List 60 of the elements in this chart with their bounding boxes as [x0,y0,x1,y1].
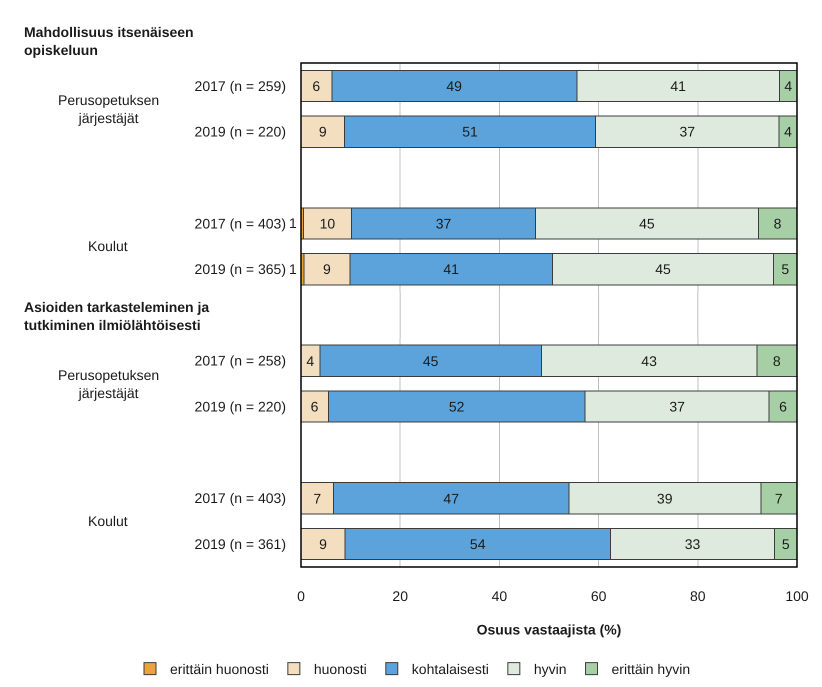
data-label: 1 [289,261,297,277]
text: Koulut [88,238,128,254]
data-label: 37 [669,398,686,415]
data-label: 49 [446,78,462,94]
text: Perusopetuksen järjestäjät [58,367,160,402]
data-label: 10 [320,215,336,232]
x-tick-label: 0 [297,588,306,604]
x-tick-label: 60 [590,588,607,604]
x-axis-title: Osuus vastaajista (%) [476,621,622,638]
data-label: 7 [313,490,322,506]
legend-label: hyvin [534,661,567,678]
y-tick-label: 2019 (n = 361) [194,536,286,552]
legend-label: erittäin hyvin [612,661,690,678]
data-label: 5 [782,536,790,552]
data-label: 5 [781,261,790,278]
x-tick-label: 100 [785,588,809,604]
data-label: 52 [448,398,465,415]
legend-label: kohtalaisesti [412,661,489,678]
data-label: 4 [784,124,792,140]
y-tick-label: 2019 (n = 220) [194,398,286,415]
data-label: 51 [462,124,478,140]
data-label: 33 [684,536,700,552]
data-label: 45 [422,352,439,369]
text: Asioiden tarkasteleminen ja tutkiminen ilmiölähtöisesti [24,299,210,334]
y-tick-label: 2017 (n = 403) [194,490,286,506]
data-label: 7 [774,490,783,506]
data-label: 41 [670,78,686,94]
data-label: 4 [784,78,792,94]
data-label: 1 [289,215,297,231]
x-tick-label: 20 [392,588,408,604]
data-label: 41 [443,261,460,278]
text: Perusopetuksen järjestäjät [58,92,160,126]
legend-label: huonosti [314,661,367,678]
data-label: 54 [470,536,486,552]
data-label: 47 [443,490,460,506]
data-label: 37 [679,124,696,140]
y-tick-label: 2019 (n = 365) [194,261,286,278]
data-label: 9 [319,536,328,552]
text: Koulut [88,513,128,529]
legend-label: erittäin huonosti [170,661,269,678]
y-tick-label: 2019 (n = 220) [194,124,286,140]
data-label: 9 [323,261,332,278]
data-label: 8 [772,352,781,369]
data-label: 37 [436,215,452,232]
y-tick-label: 2017 (n = 403) [194,215,286,232]
y-tick-label: 2017 (n = 258) [194,352,286,369]
text: Mahdollisuus itsenäiseen opiskeluun [24,24,194,58]
data-label: 43 [641,352,658,369]
data-label: 6 [312,78,320,94]
data-label: 4 [306,352,314,369]
data-label: 45 [655,261,671,278]
x-tick-label: 80 [690,588,706,604]
data-label: 8 [774,215,782,232]
data-label: 6 [779,398,788,415]
data-label: 45 [639,215,655,232]
x-tick-label: 40 [492,588,508,604]
y-tick-label: 2017 (n = 259) [194,78,286,94]
data-label: 9 [318,124,327,140]
data-label: 39 [656,490,673,506]
data-label: 6 [310,398,319,415]
